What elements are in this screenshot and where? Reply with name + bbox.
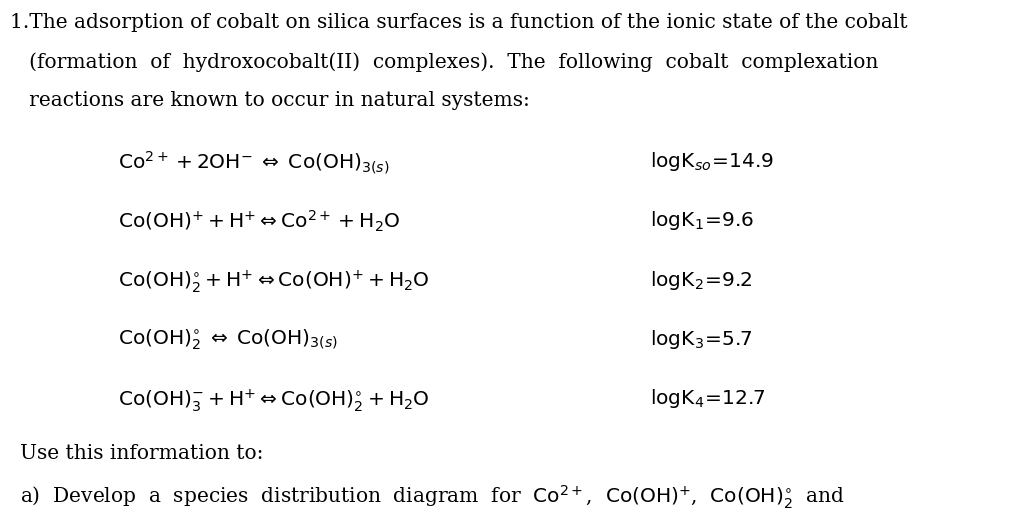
Text: a)  Develop  a  species  distribution  diagram  for  $\mathrm{Co}^{2+}$,  $\math: a) Develop a species distribution diagra… xyxy=(20,483,845,511)
Text: $\mathrm{logK}_{2}\!=\!9.2$: $\mathrm{logK}_{2}\!=\!9.2$ xyxy=(650,269,753,292)
Text: $\mathrm{Co}^{2+}+2\mathrm{OH}^{-}\;\Leftrightarrow\;\mathrm{Co(OH)}_{3(s)}$: $\mathrm{Co}^{2+}+2\mathrm{OH}^{-}\;\Lef… xyxy=(118,150,389,176)
Text: $\mathrm{logK}_{3}\!=\!5.7$: $\mathrm{logK}_{3}\!=\!5.7$ xyxy=(650,328,753,351)
Text: Use this information to:: Use this information to: xyxy=(20,444,264,463)
Text: $\mathrm{Co(OH)}_{3}^{-}+\mathrm{H}^{+}\Leftrightarrow\mathrm{Co(OH)}_{2}^{\circ: $\mathrm{Co(OH)}_{3}^{-}+\mathrm{H}^{+}\… xyxy=(118,388,429,414)
Text: $\mathrm{Co(OH)}_{2}^{\circ}\;\Leftrightarrow\;\mathrm{Co(OH)}_{3(s)}$: $\mathrm{Co(OH)}_{2}^{\circ}\;\Leftright… xyxy=(118,328,338,353)
Text: $\mathrm{logK}_{so}\!=\!14.9$: $\mathrm{logK}_{so}\!=\!14.9$ xyxy=(650,150,774,173)
Text: 1.The adsorption of cobalt on silica surfaces is a function of the ionic state o: 1.The adsorption of cobalt on silica sur… xyxy=(10,13,908,32)
Text: $\mathrm{logK}_{4}\!=\!12.7$: $\mathrm{logK}_{4}\!=\!12.7$ xyxy=(650,388,766,411)
Text: (formation  of  hydroxocobalt(II)  complexes).  The  following  cobalt  complexa: (formation of hydroxocobalt(II) complexe… xyxy=(10,52,879,72)
Text: reactions are known to occur in natural systems:: reactions are known to occur in natural … xyxy=(10,91,530,110)
Text: $\mathrm{Co(OH)}_{2}^{\circ}+\mathrm{H}^{+}\Leftrightarrow\mathrm{Co(OH)}^{+}+\m: $\mathrm{Co(OH)}_{2}^{\circ}+\mathrm{H}^… xyxy=(118,269,429,295)
Text: $\mathrm{logK}_{1}\!=\!9.6$: $\mathrm{logK}_{1}\!=\!9.6$ xyxy=(650,209,755,232)
Text: $\mathrm{Co(OH)}^{+}+\mathrm{H}^{+}\Leftrightarrow\mathrm{Co}^{2+}+\mathrm{H}_{2: $\mathrm{Co(OH)}^{+}+\mathrm{H}^{+}\Left… xyxy=(118,209,400,234)
